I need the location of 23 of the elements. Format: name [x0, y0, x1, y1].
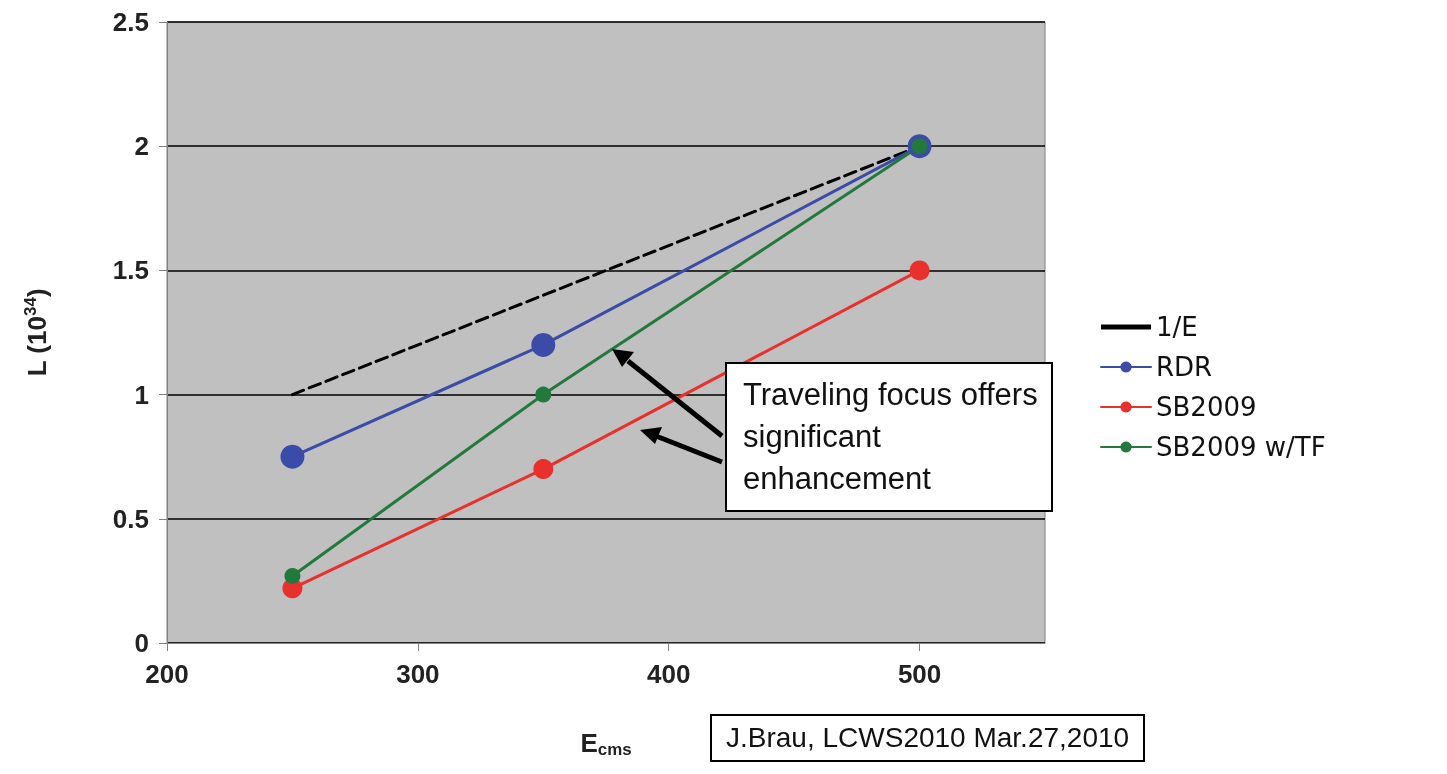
y-tick-label: 0.5 — [112, 503, 149, 534]
y-tick-label: 0 — [134, 628, 149, 658]
legend-label: SB2009 w/TF — [1156, 432, 1326, 462]
x-tick-label: 500 — [897, 659, 942, 689]
legend-label: RDR — [1156, 352, 1213, 382]
point — [909, 260, 930, 281]
point — [533, 459, 554, 480]
point — [280, 444, 305, 469]
point — [535, 386, 552, 403]
y-tick-label: 2 — [134, 131, 149, 162]
point — [284, 567, 301, 584]
point — [531, 332, 556, 357]
y-tick-label: 1 — [134, 379, 149, 410]
legend-label: SB2009 — [1156, 392, 1257, 422]
x-tick-label: 200 — [145, 659, 189, 689]
y-axis-title: L (1034) — [21, 288, 52, 377]
text: J.Brau, LCWS2010 Mar.27,2010 — [710, 714, 1146, 762]
legend-label: 1/E — [1156, 312, 1198, 342]
y-tick-label: 1.5 — [112, 255, 149, 286]
annotation: Traveling focus offers significant enhancement — [725, 362, 1053, 512]
y-tick-label: 2.5 — [112, 7, 149, 37]
x-tick-label: 400 — [647, 659, 691, 689]
x-tick-label: 300 — [396, 659, 440, 689]
